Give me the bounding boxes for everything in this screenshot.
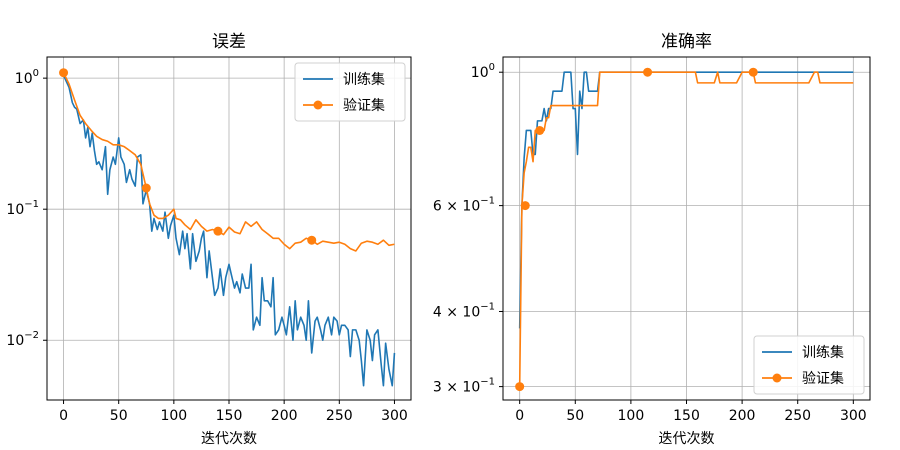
x-tick-label: 0 bbox=[59, 408, 68, 424]
legend-marker bbox=[772, 373, 782, 383]
x-tick-label: 50 bbox=[566, 408, 584, 424]
x-axis-label: 迭代次数 bbox=[201, 431, 257, 447]
data-point bbox=[748, 67, 758, 77]
legend-box bbox=[753, 335, 865, 395]
data-point bbox=[213, 226, 223, 236]
x-tick-label: 250 bbox=[326, 408, 353, 424]
y-tick-label: 100 bbox=[471, 62, 495, 81]
series-train bbox=[62, 75, 396, 387]
x-tick-label: 200 bbox=[729, 408, 756, 424]
x-tick-label: 200 bbox=[271, 408, 298, 424]
series-validation bbox=[515, 67, 854, 392]
x-tick-label: 100 bbox=[160, 408, 187, 424]
legend-box bbox=[294, 62, 406, 122]
y-tick-label: 100 bbox=[15, 68, 39, 87]
x-tick-label: 100 bbox=[618, 408, 645, 424]
x-tick-label: 150 bbox=[673, 408, 700, 424]
legend-label: 训练集 bbox=[343, 71, 385, 88]
y-tick-label: 10−1 bbox=[6, 199, 39, 218]
x-tick-label: 300 bbox=[840, 408, 867, 424]
chart-title: 误差 bbox=[212, 32, 246, 52]
x-tick-label: 50 bbox=[110, 408, 128, 424]
data-point bbox=[141, 183, 151, 193]
y-tick-label: 3 × 10−1 bbox=[433, 377, 495, 396]
x-tick-label: 150 bbox=[216, 408, 243, 424]
data-point bbox=[515, 382, 525, 392]
series-line bbox=[62, 72, 395, 252]
chart-title: 准确率 bbox=[661, 32, 712, 52]
data-point bbox=[307, 235, 317, 245]
x-tick-label: 0 bbox=[515, 408, 524, 424]
series-line bbox=[62, 75, 396, 387]
y-tick-label: 10−2 bbox=[6, 330, 39, 349]
y-tick-label: 6 × 10−1 bbox=[433, 196, 495, 215]
data-point bbox=[59, 68, 69, 78]
series-validation bbox=[59, 68, 395, 252]
x-tick-label: 250 bbox=[784, 408, 811, 424]
data-point bbox=[520, 201, 530, 211]
data-point bbox=[535, 125, 545, 135]
data-point bbox=[643, 67, 653, 77]
legend-label: 验证集 bbox=[343, 97, 385, 114]
y-tick-label: 4 × 10−1 bbox=[433, 301, 495, 320]
legend-marker bbox=[313, 100, 323, 110]
x-tick-label: 300 bbox=[381, 408, 408, 424]
legend-label: 训练集 bbox=[802, 344, 844, 361]
legend-label: 验证集 bbox=[802, 370, 844, 387]
x-axis-label: 迭代次数 bbox=[659, 431, 715, 447]
accuracy-chart-panel: 0 50 100 150 200 250 300 100 6 × 10−1 4 × 10−1 3 ×… bbox=[433, 32, 871, 447]
